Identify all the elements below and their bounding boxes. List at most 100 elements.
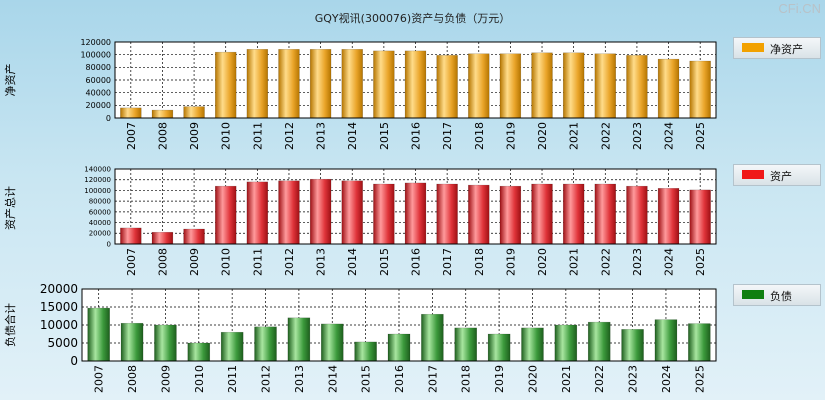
y-tick-label: 40000 (86, 88, 111, 97)
y-tick-label: 20000 (89, 230, 111, 238)
bar-total-assets-2015 (373, 183, 395, 245)
y-tick-label: 140000 (84, 165, 111, 173)
x-tick-label: 2020 (526, 365, 539, 393)
bar-total-assets-2020 (531, 183, 553, 245)
bar-liabilities-2024 (654, 319, 678, 362)
bar-net-assets-2008 (151, 109, 174, 119)
y-tick-label: 120000 (80, 38, 111, 47)
y-tick-label: 10000 (40, 318, 78, 332)
y-axis-label-total-assets: 资产总计 (3, 186, 17, 230)
x-tick-label: 2018 (473, 248, 486, 276)
x-tick-label: 2016 (410, 122, 423, 150)
y-tick-label: 80000 (89, 198, 111, 206)
legend-swatch-net-assets (742, 43, 764, 52)
x-tick-label: 2022 (599, 122, 612, 150)
x-tick-label: 2013 (293, 365, 306, 393)
legend-liabilities: 负债 (733, 284, 821, 306)
x-tick-label: 2018 (460, 365, 473, 393)
bar-net-assets-2007 (120, 107, 142, 119)
x-tick-label: 2009 (188, 122, 201, 150)
x-tick-label: 2021 (560, 365, 573, 393)
x-tick-label: 2014 (346, 122, 359, 150)
x-tick-label: 2016 (410, 248, 423, 276)
bar-net-assets-2022 (594, 53, 616, 119)
bar-liabilities-2016 (387, 333, 411, 362)
bar-total-assets-2008 (151, 231, 174, 245)
bar-net-assets-2012 (278, 49, 300, 119)
bar-total-assets-2024 (657, 188, 680, 245)
x-tick-label: 2017 (426, 365, 439, 393)
x-tick-label: 2024 (660, 365, 673, 393)
x-tick-label: 2008 (156, 248, 169, 276)
y-tick-label: 80000 (86, 63, 111, 72)
x-tick-label: 2025 (693, 365, 706, 393)
bar-net-assets-2024 (657, 58, 680, 119)
bar-liabilities-2013 (287, 317, 311, 362)
bar-liabilities-2015 (354, 341, 377, 362)
x-tick-label: 2025 (694, 122, 707, 150)
x-tick-label: 2023 (631, 122, 644, 150)
bar-net-assets-2013 (309, 49, 332, 119)
bar-liabilities-2009 (154, 324, 177, 362)
x-tick-label: 2009 (159, 365, 172, 393)
x-tick-label: 2008 (126, 365, 139, 393)
bar-liabilities-2010 (187, 342, 211, 362)
x-tick-label: 2014 (326, 365, 339, 393)
x-tick-label: 2016 (393, 365, 406, 393)
y-tick-label: 60000 (89, 208, 111, 216)
plot-frame-net-assets (114, 41, 717, 119)
x-tick-label: 2018 (473, 122, 486, 150)
bar-liabilities-2017 (421, 313, 444, 362)
y-tick-label: 15000 (40, 300, 78, 314)
bar-net-assets-2021 (562, 52, 585, 119)
x-tick-label: 2019 (504, 248, 517, 276)
bar-liabilities-2011 (220, 331, 244, 362)
bar-total-assets-2009 (183, 228, 205, 245)
bar-total-assets-2016 (404, 182, 427, 245)
y-tick-label: 0 (106, 114, 111, 123)
x-tick-label: 2017 (441, 248, 454, 276)
y-axis-label-net-assets: 净资产 (3, 64, 17, 97)
y-axis-label-liabilities: 负债合计 (3, 303, 17, 347)
bar-net-assets-2023 (626, 55, 648, 119)
bar-net-assets-2009 (183, 106, 205, 119)
bar-net-assets-2025 (689, 60, 711, 119)
legend-label-liabilities: 负债 (770, 290, 792, 303)
bar-total-assets-2011 (246, 181, 269, 245)
x-tick-label: 2011 (251, 248, 264, 276)
bar-total-assets-2007 (120, 227, 142, 245)
legend-swatch-liabilities (742, 290, 764, 299)
bar-liabilities-2023 (621, 329, 644, 362)
bar-net-assets-2014 (341, 49, 363, 119)
bar-total-assets-2021 (562, 183, 585, 245)
x-tick-label: 2012 (260, 365, 273, 393)
bar-liabilities-2007 (87, 307, 110, 362)
watermark: CFi.CN (778, 1, 821, 16)
x-tick-label: 2022 (593, 365, 606, 393)
x-tick-label: 2009 (188, 248, 201, 276)
x-tick-label: 2023 (631, 248, 644, 276)
bar-net-assets-2010 (215, 51, 237, 119)
y-tick-label: 100000 (80, 50, 111, 59)
x-tick-label: 2007 (125, 122, 138, 150)
y-tick-label: 40000 (89, 219, 111, 227)
bar-net-assets-2016 (404, 50, 427, 119)
x-tick-label: 2020 (536, 122, 549, 150)
y-tick-label: 0 (107, 240, 111, 248)
x-tick-label: 2012 (283, 248, 296, 276)
bar-liabilities-2008 (120, 322, 144, 362)
x-tick-label: 2019 (504, 122, 517, 150)
legend-label-net-assets: 净资产 (770, 43, 803, 56)
x-tick-label: 2011 (226, 365, 239, 393)
x-tick-label: 2011 (251, 122, 264, 150)
bar-total-assets-2010 (215, 185, 237, 245)
x-tick-label: 2021 (568, 122, 581, 150)
bar-total-assets-2025 (689, 189, 711, 245)
x-tick-label: 2012 (283, 122, 296, 150)
y-tick-label: 20000 (40, 282, 78, 296)
bar-net-assets-2018 (468, 53, 490, 119)
x-tick-label: 2010 (220, 122, 233, 150)
x-tick-label: 2013 (315, 248, 328, 276)
legend-net-assets: 净资产 (733, 37, 821, 59)
